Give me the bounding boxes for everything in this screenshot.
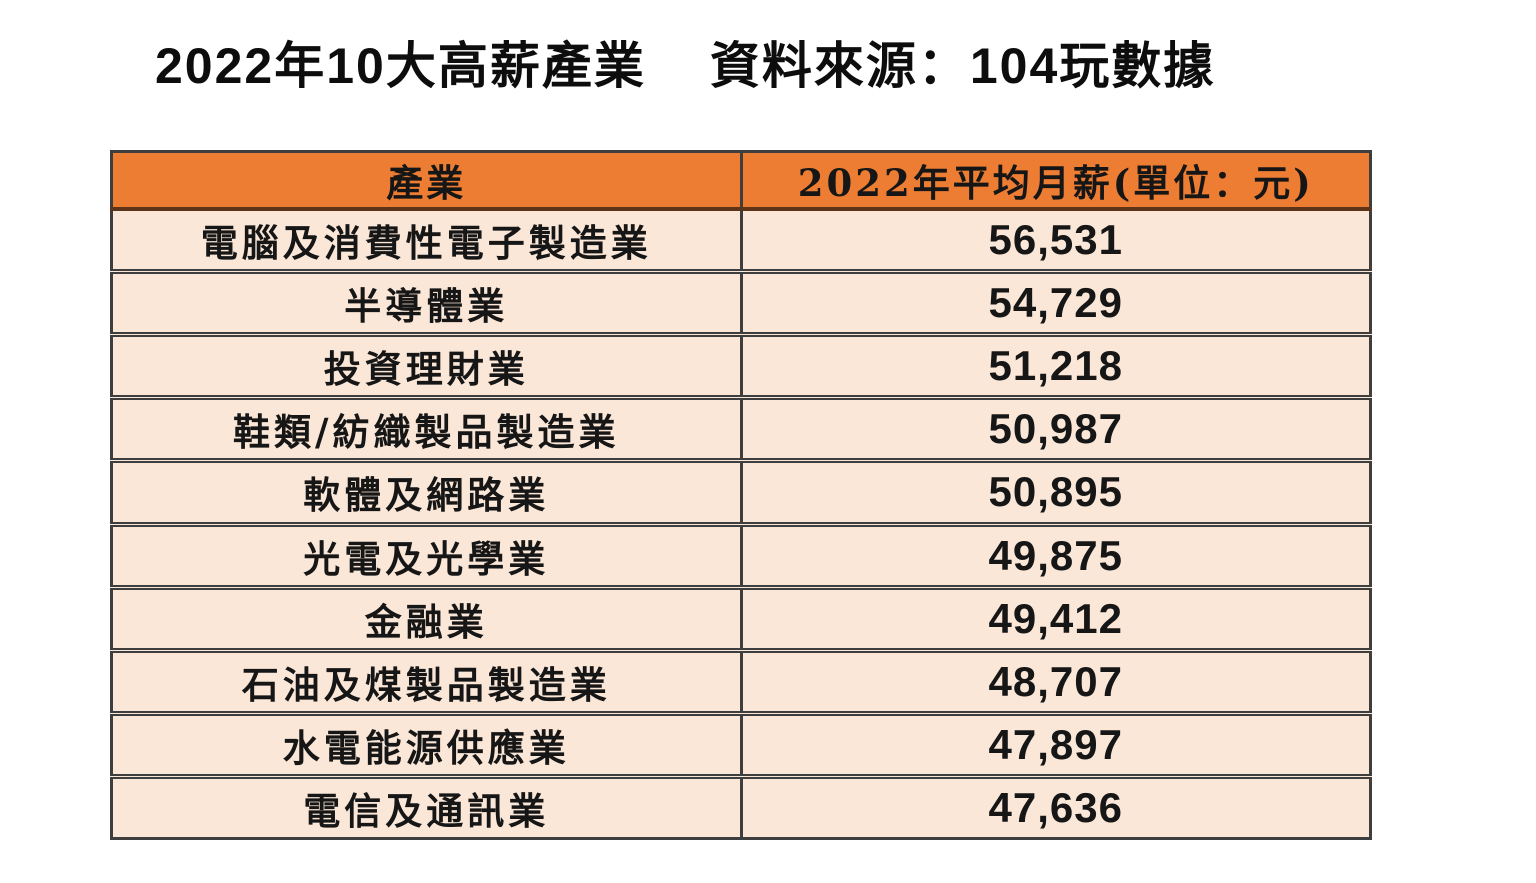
industry-cell: 水電能源供應業 <box>111 710 741 777</box>
table-row: 軟體及網路業 50,895 <box>111 458 1371 524</box>
page-title: 2022年10大高薪產業 資料來源：104玩數據 <box>155 30 1215 102</box>
table-row: 電信及通訊業 47,636 <box>111 773 1371 839</box>
salary-cell: 49,875 <box>739 521 1371 588</box>
industry-cell: 金融業 <box>111 584 741 651</box>
industry-cell: 投資理財業 <box>111 332 741 398</box>
salary-cell: 48,707 <box>739 647 1371 714</box>
table-body: 電腦及消費性電子製造業 56,531 半導體業 54,729 投資理財業 51,… <box>111 209 1371 839</box>
salary-table: 產業 2022年平均月薪(單位：元) 電腦及消費性電子製造業 56,531 半導… <box>110 150 1372 840</box>
industry-cell: 軟體及網路業 <box>111 458 741 524</box>
industry-cell: 半導體業 <box>111 269 741 335</box>
salary-cell: 56,531 <box>739 209 1371 272</box>
salary-cell: 50,895 <box>739 458 1371 524</box>
salary-cell: 47,897 <box>739 710 1371 777</box>
table-row: 鞋類/紡織製品製造業 50,987 <box>111 395 1371 461</box>
table-row: 半導體業 54,729 <box>111 269 1371 335</box>
table-row: 電腦及消費性電子製造業 56,531 <box>112 209 1371 272</box>
industry-cell: 電信及通訊業 <box>111 773 741 839</box>
salary-cell: 54,729 <box>739 269 1371 335</box>
table-header-row: 產業 2022年平均月薪(單位：元) <box>111 151 1371 211</box>
table-header-salary: 2022年平均月薪(單位：元) <box>739 151 1371 211</box>
table-row: 光電及光學業 49,875 <box>111 521 1371 588</box>
salary-cell: 49,412 <box>739 584 1371 651</box>
table-row: 水電能源供應業 47,897 <box>111 710 1371 777</box>
salary-cell: 50,987 <box>739 395 1371 461</box>
salary-cell: 47,636 <box>739 773 1371 839</box>
table-row: 金融業 49,412 <box>111 584 1371 651</box>
title-main: 2022年10大高薪產業 <box>155 38 646 94</box>
industry-cell: 鞋類/紡織製品製造業 <box>111 395 741 461</box>
table-row: 投資理財業 51,218 <box>111 332 1371 398</box>
industry-cell: 石油及煤製品製造業 <box>111 647 741 714</box>
industry-cell: 光電及光學業 <box>111 521 741 588</box>
table-row: 石油及煤製品製造業 48,707 <box>111 647 1371 714</box>
salary-cell: 51,218 <box>739 332 1371 398</box>
title-source: 資料來源：104玩數據 <box>709 38 1216 94</box>
industry-cell: 電腦及消費性電子製造業 <box>200 221 652 266</box>
table-header-industry: 產業 <box>111 151 741 211</box>
